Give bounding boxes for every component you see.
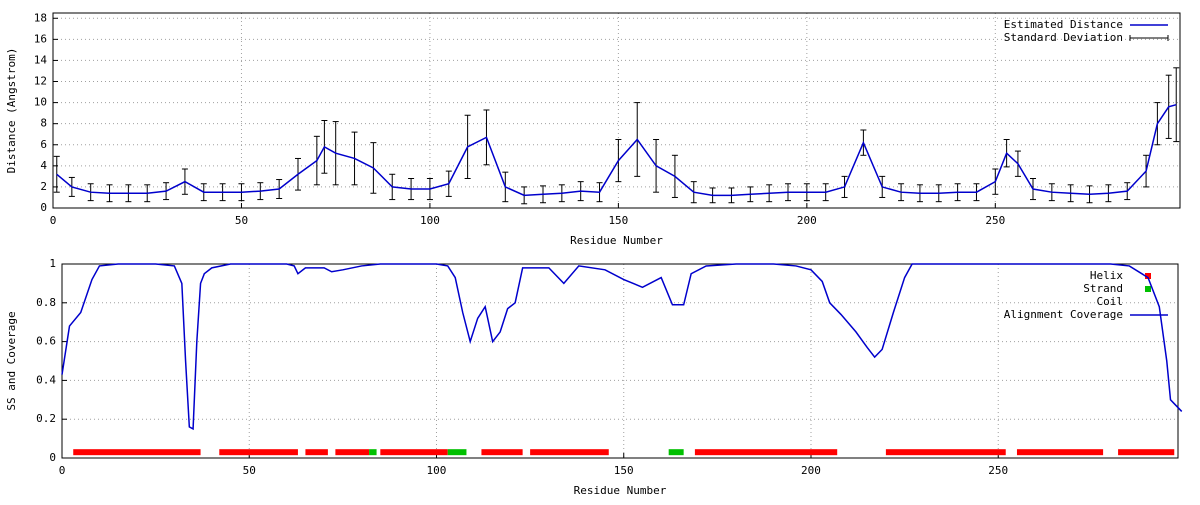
ss-segment — [380, 449, 448, 456]
y-tick-label: 0 — [49, 451, 56, 464]
x-tick-label: 100 — [427, 464, 447, 477]
plot-frame — [52, 12, 1181, 209]
ss-segment — [481, 449, 523, 456]
y-tick-label: 18 — [34, 11, 47, 24]
ss-segment — [694, 449, 838, 456]
x-tick-label: 150 — [608, 214, 628, 227]
y-tick-label: 6 — [40, 138, 47, 151]
ss-segment — [305, 449, 328, 456]
x-tick-label: 150 — [614, 464, 634, 477]
x-tick-label: 200 — [801, 464, 821, 477]
legend-label: Helix — [1090, 269, 1123, 282]
y-tick-label: 12 — [34, 75, 47, 88]
y-axis-label: SS and Coverage — [5, 311, 18, 410]
x-tick-label: 50 — [243, 464, 256, 477]
y-tick-label: 10 — [34, 96, 47, 109]
y-tick-label: 0.4 — [36, 373, 56, 386]
legend-label: Alignment Coverage — [1004, 308, 1123, 321]
legend-label: Strand — [1083, 282, 1123, 295]
legend-swatch — [1145, 273, 1151, 279]
data-line — [61, 263, 1183, 431]
x-tick-label: 250 — [985, 214, 1005, 227]
x-tick-label: 100 — [420, 214, 440, 227]
y-tick-label: 0.8 — [36, 296, 56, 309]
ss-segment — [447, 449, 467, 456]
y-tick-label: 1 — [49, 257, 56, 270]
x-axis-label: Residue Number — [574, 484, 667, 497]
ss-segment — [73, 449, 201, 456]
legend-swatch — [1129, 35, 1169, 41]
legend-label: Estimated Distance — [1004, 18, 1123, 31]
legend-swatch — [1145, 286, 1151, 292]
y-tick-label: 8 — [40, 117, 47, 130]
ss-segment — [335, 449, 370, 456]
plot-frame — [61, 263, 1179, 459]
ss-segment — [1118, 449, 1175, 456]
x-tick-label: 0 — [59, 464, 66, 477]
ss-segment — [668, 449, 684, 456]
y-tick-label: 0.2 — [36, 412, 56, 425]
ss-segment — [1016, 449, 1104, 456]
y-tick-label: 16 — [34, 32, 47, 45]
data-line — [56, 103, 1177, 197]
ss-segment — [369, 449, 377, 456]
x-tick-label: 250 — [988, 464, 1008, 477]
y-tick-label: 0.6 — [36, 335, 56, 348]
ss-segment — [219, 449, 298, 456]
ss-segment — [530, 449, 609, 456]
y-tick-label: 0 — [40, 201, 47, 214]
y-tick-label: 14 — [34, 53, 48, 66]
x-axis-label: Residue Number — [570, 234, 663, 247]
x-tick-label: 50 — [235, 214, 248, 227]
x-tick-label: 0 — [50, 214, 57, 227]
ss-segment — [885, 449, 1006, 456]
x-tick-label: 200 — [797, 214, 817, 227]
y-axis-label: Distance (Angstrom) — [5, 48, 18, 174]
legend-label: Standard Deviation — [1004, 31, 1123, 44]
y-tick-label: 2 — [40, 180, 47, 193]
error-bar — [1173, 67, 1180, 143]
legend-label: Coil — [1097, 295, 1124, 308]
y-tick-label: 4 — [40, 159, 47, 172]
